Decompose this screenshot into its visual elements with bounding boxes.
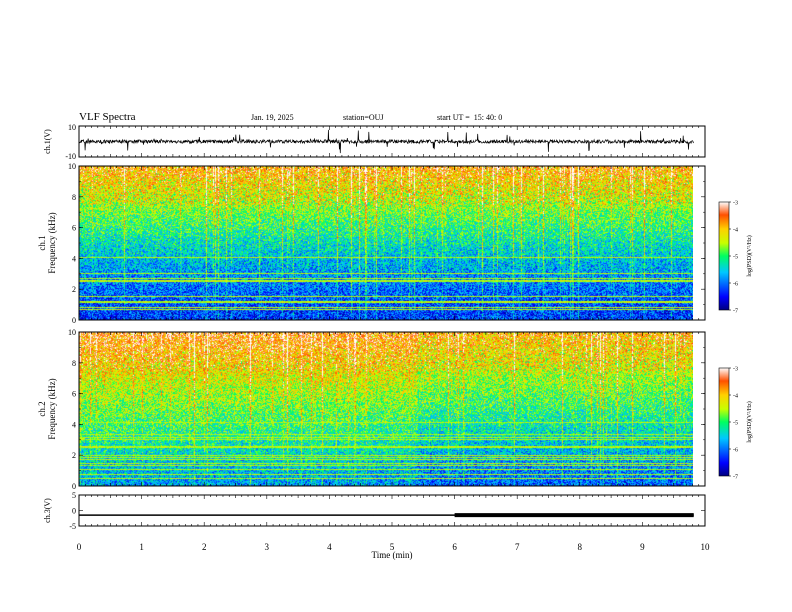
x-tick-label: 1 [139,542,144,552]
ch2-colorbar-tick-label: -3 [733,367,738,373]
station-label: station=OUJ [343,113,384,122]
start-ut-label: start UT = 15: 40: 0 [437,113,503,122]
ch2-colorbar-tick-label: -4 [733,394,738,400]
x-tick-label: 2 [202,542,207,552]
ch2-colorbar-tick-label: -7 [733,475,738,481]
ch1-waveform-line [78,129,694,154]
ch1-colorbar-tick-label: -5 [733,255,738,261]
ch2-y-tick-label: 2 [72,451,76,460]
ch1-ylabel-frequency: Frequency (kHz) [47,212,57,273]
ch1-colorbar-tick-label: -6 [733,282,738,288]
ch2-y-tick-label: 4 [72,420,76,429]
ch2-y-tick-label: 8 [72,359,76,368]
ch1-spectrogram-image [79,166,693,320]
ch1-colorbar-tick-label: -7 [733,309,738,315]
ch1-colorbar-tick-label: -3 [733,201,738,207]
ch2-colorbar-label: log(PSD)(V²/Hz) [746,401,753,442]
ch2-y-tick-label: 10 [68,328,76,337]
x-tick-label: 5 [390,542,395,552]
ch3-ylabel: ch.3(V) [43,498,52,523]
ch1-y-tick-label: 10 [68,123,76,132]
x-tick-label: 3 [265,542,270,552]
ch2-y-tick-label: 6 [72,390,76,399]
ch1-y-tick-label: -10 [65,152,76,161]
ch2-colorbar-tick-label: -6 [733,448,738,454]
ch2-spectrogram-image [79,332,693,486]
x-tick-label: 9 [640,542,645,552]
ch1-y-tick-label: 4 [72,254,76,263]
ch1-y-tick-label: 10 [68,162,76,171]
figure-title: VLF Spectra [79,111,136,123]
ch1-y-tick-label: 2 [72,285,76,294]
date-label: Jan. 19, 2025 [251,113,294,122]
ch2-ylabel-frequency: Frequency (kHz) [47,378,57,439]
ch1-y-tick-label: 8 [72,193,76,202]
x-tick-label: 4 [327,542,332,552]
ch1-y-tick-label: 0 [72,316,76,325]
x-axis-label: Time (min) [372,550,413,560]
ch1-colorbar-label: log(PSD)(V²/Hz) [746,235,753,276]
ch2-ylabel-channel: ch.2 [37,401,47,416]
x-tick-label: 6 [452,542,457,552]
x-tick-label: 8 [578,542,583,552]
panel-frame-s1 [78,165,706,321]
panel-frame-ch3 [78,494,706,527]
ch1-ylabel: ch.1(V) [43,129,52,154]
ch2-colorbar [718,367,730,477]
ch3-y-tick-label: 5 [72,491,76,500]
x-tick-label: 0 [77,542,82,552]
ch1-colorbar-tick-label: -4 [733,228,738,234]
ch2-y-tick-label: 0 [72,482,76,491]
ch3-y-tick-label: -5 [69,522,76,531]
ch2-colorbar-tick-label: -5 [733,421,738,427]
ch3-y-tick-label: 0 [72,507,76,516]
ch1-y-tick-label: 6 [72,224,76,233]
ch1-colorbar [718,201,730,311]
x-tick-label: 7 [515,542,520,552]
ch1-ylabel-channel: ch.1 [37,235,47,250]
panel-frame-s2 [78,331,706,487]
x-tick-label: 10 [701,542,711,552]
